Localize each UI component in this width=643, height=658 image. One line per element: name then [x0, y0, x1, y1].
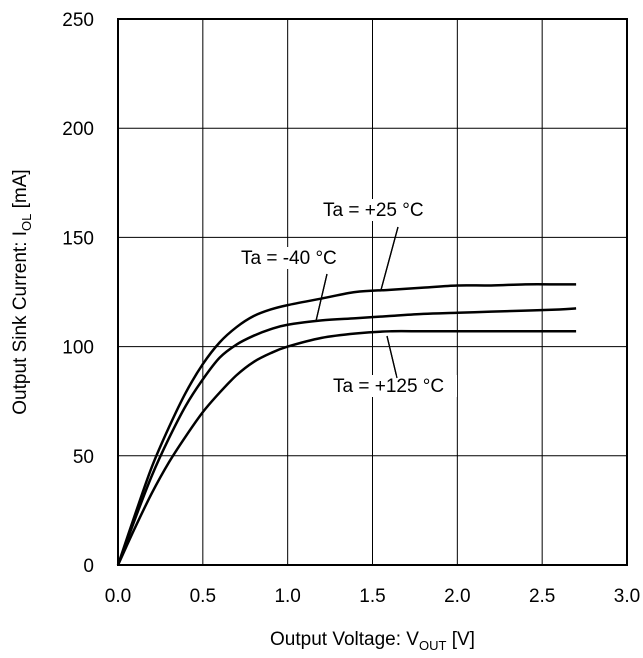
annotation-bg — [331, 375, 457, 397]
x-tick-label: 0.5 — [190, 586, 216, 607]
x-tick-label: 1.5 — [359, 586, 385, 607]
annotations: Ta = +25 °C Ta = -40 °C Ta = +125 °C — [239, 199, 457, 397]
x-tick-labels: 0.0 0.5 1.0 1.5 2.0 2.5 3.0 — [105, 586, 640, 607]
annotation-label: Ta = +125 °C — [333, 376, 444, 397]
x-tick-label: 0.0 — [105, 586, 131, 607]
annotation-bg — [239, 247, 355, 269]
x-tick-label: 1.0 — [274, 586, 300, 607]
plot-frame — [117, 18, 628, 566]
y-tick-label: 0 — [83, 556, 94, 577]
x-tick-label: 2.0 — [444, 586, 470, 607]
series-line — [116, 307, 577, 566]
y-tick-label: 200 — [62, 119, 94, 140]
series-line — [116, 329, 577, 566]
y-axis-label: Output Sink Current: IOL [mA] — [10, 169, 34, 414]
y-tick-label: 150 — [62, 228, 94, 249]
grid-lines — [117, 18, 628, 566]
series-line — [116, 283, 577, 566]
series-lines — [116, 283, 577, 566]
annotation-leader-top — [380, 226, 399, 291]
y-tick-labels: 0 50 100 150 200 250 — [62, 10, 94, 577]
y-tick-label: 250 — [62, 10, 94, 31]
annotation-bg — [321, 199, 437, 221]
annotation-leader-top — [386, 335, 398, 379]
y-tick-label: 50 — [73, 447, 94, 468]
annotation-label: Ta = -40 °C — [241, 248, 337, 269]
x-tick-label: 3.0 — [614, 586, 640, 607]
annotation-leader-top — [315, 273, 328, 322]
annotation-label: Ta = +25 °C — [323, 200, 424, 221]
y-tick-label: 100 — [62, 338, 94, 359]
x-axis-label: Output Voltage: VOUT [V] — [270, 629, 475, 653]
x-tick-label: 2.5 — [529, 586, 555, 607]
